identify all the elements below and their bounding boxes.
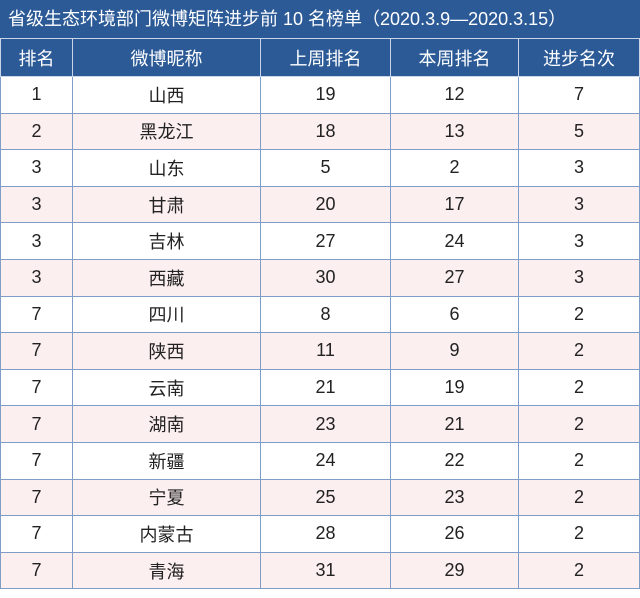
table-cell: 21 [390, 405, 519, 443]
table-cell: 2 [518, 332, 640, 370]
table-cell: 29 [390, 551, 519, 590]
table-row: 3 吉林 27 24 3 [0, 222, 640, 260]
header-cell: 进步名次 [518, 38, 640, 77]
table-cell: 11 [260, 332, 391, 370]
table-row: 7 四川 8 6 2 [0, 295, 640, 334]
table-cell: 31 [260, 551, 391, 590]
table-cell: 7 [0, 368, 73, 407]
table-cell: 黑龙江 [72, 112, 261, 151]
table-cell: 23 [260, 405, 391, 443]
table-cell: 7 [0, 551, 73, 590]
table-row: 7 陕西 11 9 2 [0, 332, 640, 370]
table-cell: 3 [518, 258, 640, 297]
table-cell: 新疆 [72, 441, 261, 480]
table-cell: 26 [390, 515, 519, 553]
table-cell: 2 [518, 441, 640, 480]
table-row: 7 宁夏 25 23 2 [0, 478, 640, 517]
table-cell: 四川 [72, 295, 261, 334]
table-cell: 22 [390, 441, 519, 480]
table-cell: 8 [260, 295, 391, 334]
table-cell: 2 [518, 405, 640, 443]
header-cell: 微博昵称 [72, 38, 261, 77]
table-cell: 5 [518, 112, 640, 151]
table-cell: 2 [518, 368, 640, 407]
table-cell: 25 [260, 478, 391, 517]
table-cell: 陕西 [72, 332, 261, 370]
table-row: 7 湖南 23 21 2 [0, 405, 640, 443]
table-cell: 27 [260, 222, 391, 260]
table-cell: 山东 [72, 149, 261, 187]
table-cell: 3 [518, 185, 640, 224]
table-cell: 湖南 [72, 405, 261, 443]
table-cell: 9 [390, 332, 519, 370]
table-row: 1 山西 19 12 7 [0, 76, 640, 114]
table-row: 7 青海 31 29 2 [0, 551, 640, 590]
table-cell: 6 [390, 295, 519, 334]
table-cell: 2 [518, 478, 640, 517]
table-cell: 云南 [72, 368, 261, 407]
table-cell: 1 [0, 76, 73, 114]
table-cell: 23 [390, 478, 519, 517]
table-cell: 2 [518, 515, 640, 553]
table-cell: 7 [0, 405, 73, 443]
table-cell: 19 [390, 368, 519, 407]
table-cell: 19 [260, 76, 391, 114]
table-cell: 24 [390, 222, 519, 260]
header-cell: 排名 [0, 38, 73, 77]
table-row: 3 甘肃 20 17 3 [0, 185, 640, 224]
table-row: 7 内蒙古 28 26 2 [0, 515, 640, 553]
table-cell: 3 [0, 258, 73, 297]
table-cell: 12 [390, 76, 519, 114]
table-row: 7 云南 21 19 2 [0, 368, 640, 407]
table-cell: 吉林 [72, 222, 261, 260]
table-row: 7 新疆 24 22 2 [0, 441, 640, 480]
table-cell: 17 [390, 185, 519, 224]
ranking-table: 排名 微博昵称 上周排名 本周排名 进步名次 1 山西 19 12 7 2 黑龙江 18 13 5 3 山东 5… [0, 38, 640, 590]
table-cell: 西藏 [72, 258, 261, 297]
table-cell: 内蒙古 [72, 515, 261, 553]
header-cell: 本周排名 [390, 38, 519, 77]
table-cell: 13 [390, 112, 519, 151]
table-cell: 宁夏 [72, 478, 261, 517]
table-cell: 3 [0, 185, 73, 224]
table-cell: 7 [0, 295, 73, 334]
table-cell: 2 [0, 112, 73, 151]
header-row: 排名 微博昵称 上周排名 本周排名 进步名次 [0, 38, 640, 77]
table-cell: 30 [260, 258, 391, 297]
table-body: 1 山西 19 12 7 2 黑龙江 18 13 5 3 山东 5 2 3 3 甘肃 20 17 3 3 吉林 27 24 3 3… [0, 76, 640, 590]
table-cell: 18 [260, 112, 391, 151]
table-cell: 3 [0, 222, 73, 260]
table-cell: 21 [260, 368, 391, 407]
table-cell: 2 [518, 551, 640, 590]
table-cell: 7 [0, 332, 73, 370]
table-cell: 3 [518, 222, 640, 260]
table-row: 3 西藏 30 27 3 [0, 258, 640, 297]
table-cell: 山西 [72, 76, 261, 114]
table-cell: 7 [0, 478, 73, 517]
table-cell: 7 [0, 515, 73, 553]
table-cell: 28 [260, 515, 391, 553]
table-cell: 20 [260, 185, 391, 224]
table-title: 省级生态环境部门微博矩阵进步前 10 名榜单（2020.3.9—2020.3.1… [0, 0, 640, 38]
table-cell: 2 [390, 149, 519, 187]
table-cell: 24 [260, 441, 391, 480]
table-cell: 甘肃 [72, 185, 261, 224]
table-cell: 3 [0, 149, 73, 187]
table-cell: 3 [518, 149, 640, 187]
table-cell: 青海 [72, 551, 261, 590]
table-cell: 2 [518, 295, 640, 334]
table-cell: 7 [0, 441, 73, 480]
table-row: 2 黑龙江 18 13 5 [0, 112, 640, 151]
table-cell: 27 [390, 258, 519, 297]
table-row: 3 山东 5 2 3 [0, 149, 640, 187]
table-cell: 5 [260, 149, 391, 187]
table-cell: 7 [518, 76, 640, 114]
header-cell: 上周排名 [260, 38, 391, 77]
